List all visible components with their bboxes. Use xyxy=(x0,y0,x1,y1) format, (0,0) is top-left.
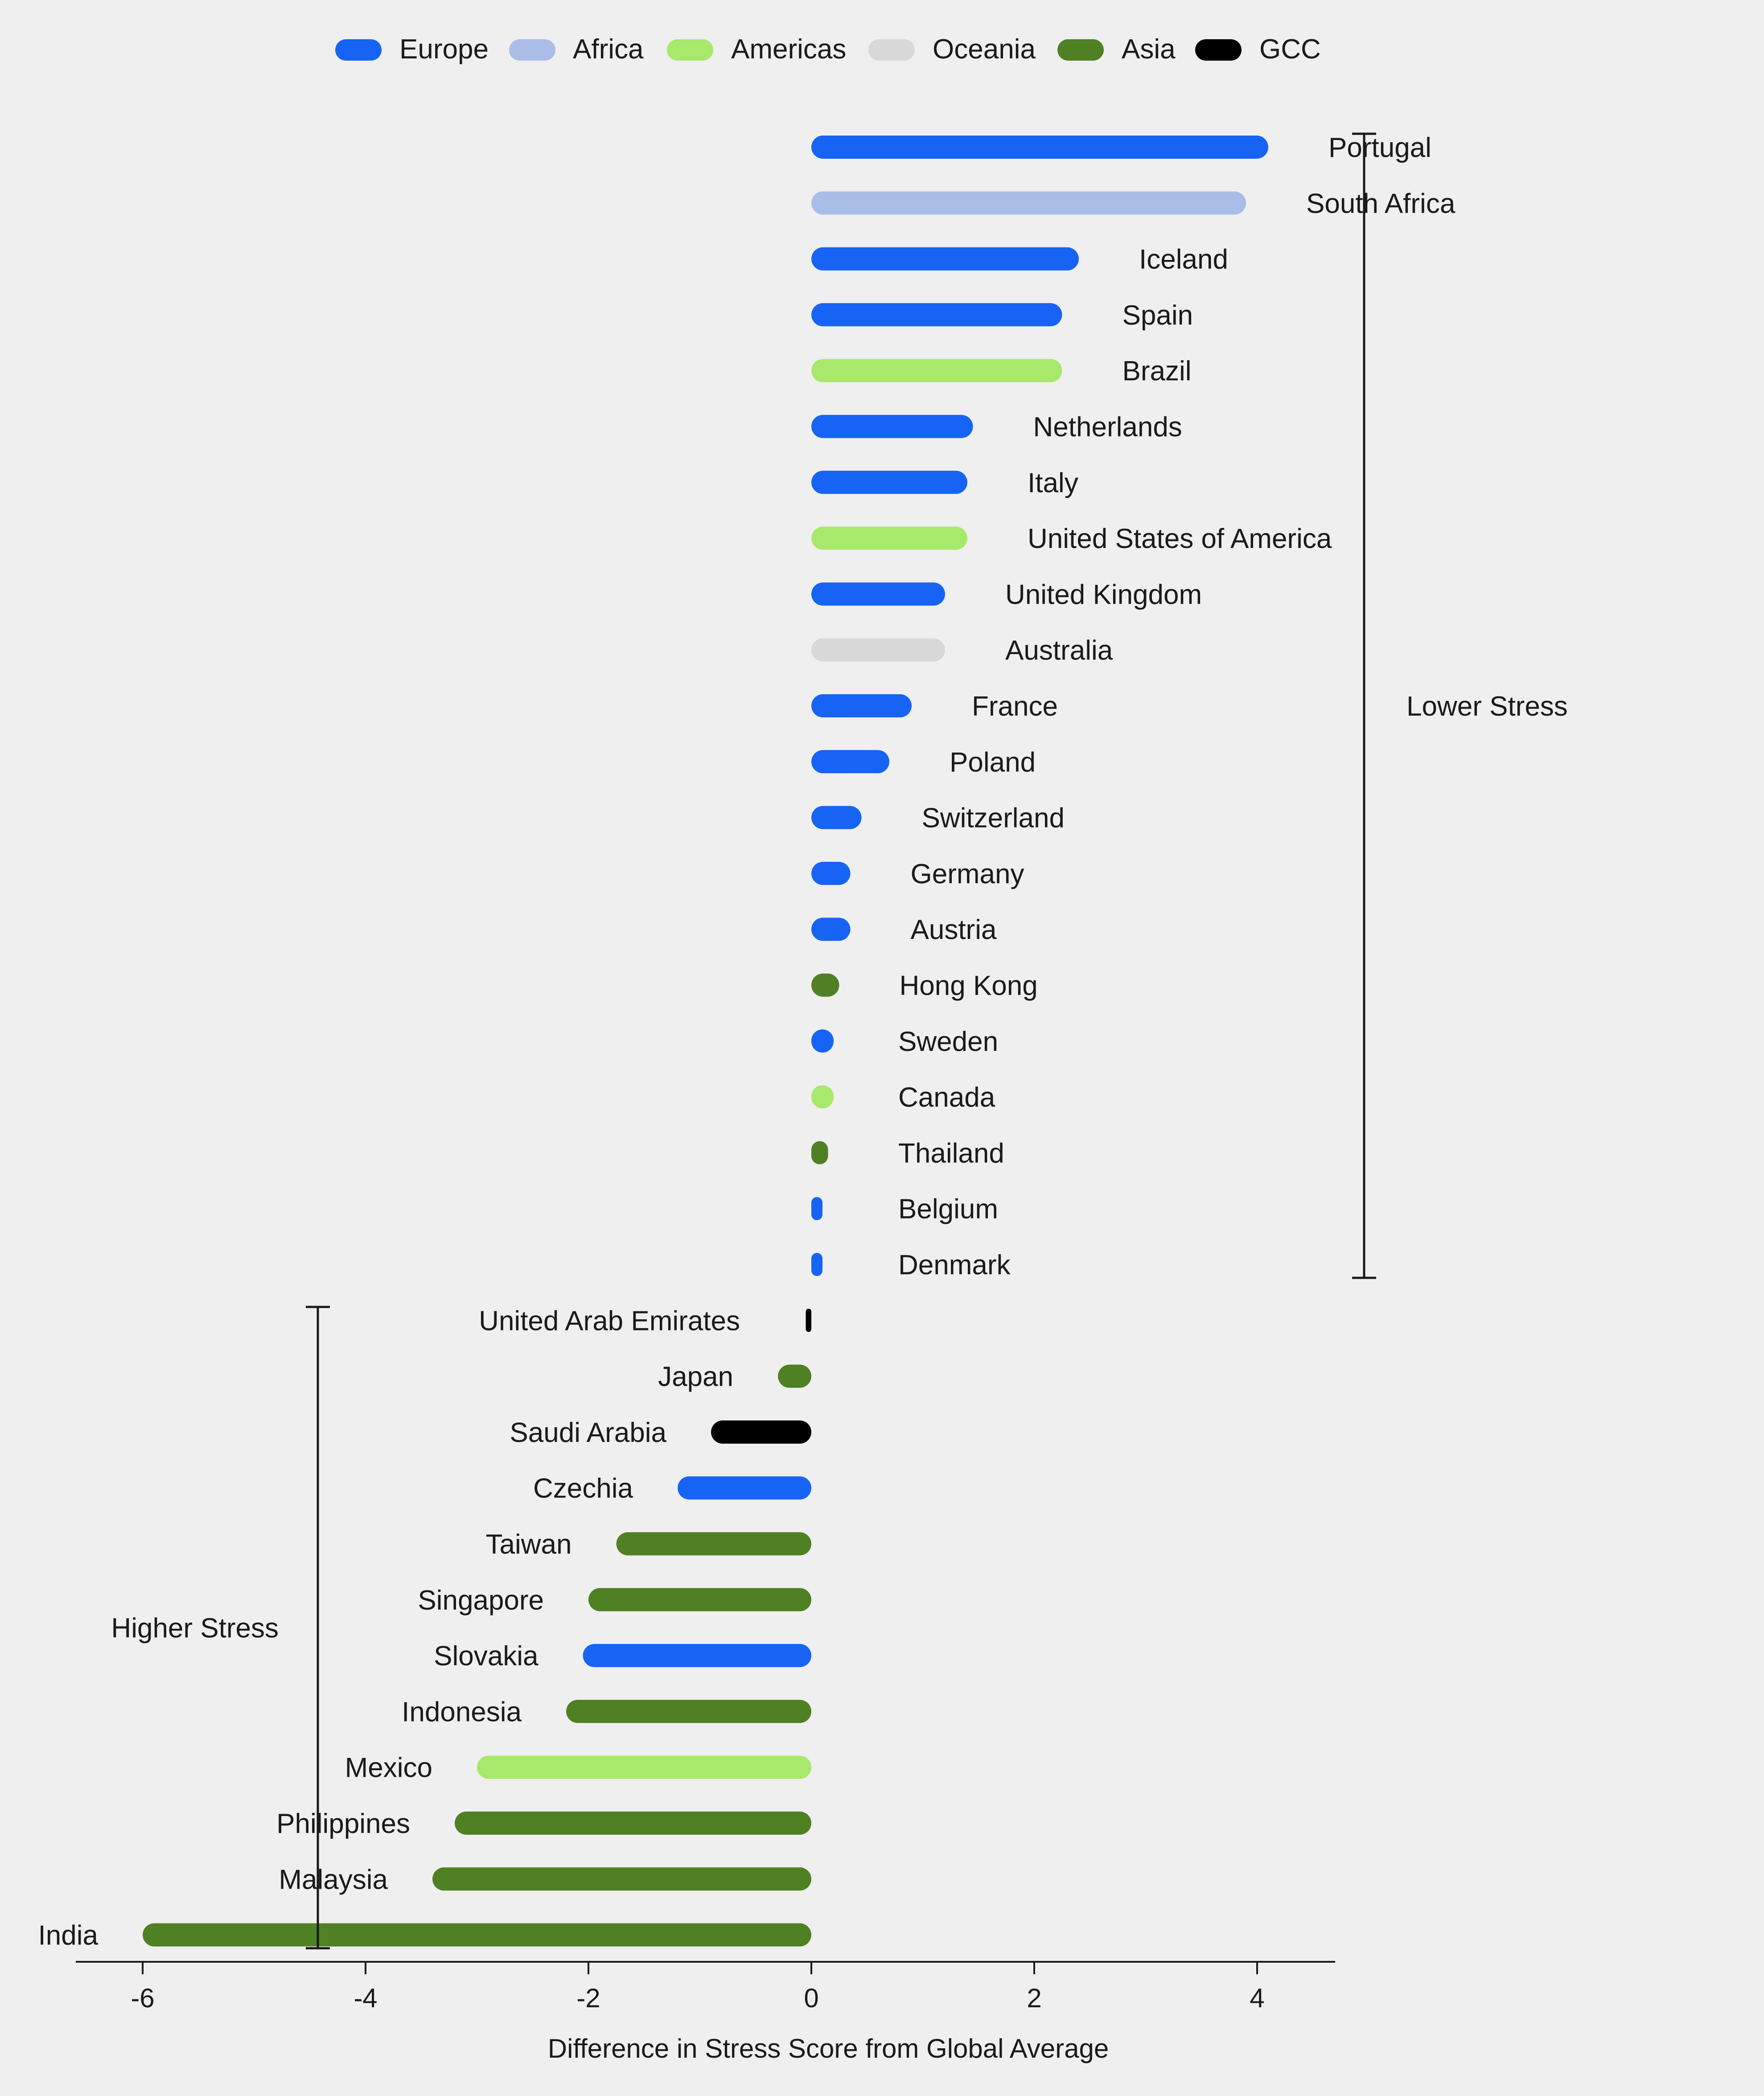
category-label-portugal: Portugal xyxy=(1328,132,1431,163)
bar-germany xyxy=(811,861,851,885)
category-label-singapore: Singapore xyxy=(418,1585,544,1616)
bar-japan xyxy=(778,1364,811,1388)
bar-thailand xyxy=(811,1141,828,1165)
x-axis-title: Difference in Stress Score from Global A… xyxy=(548,2034,1109,2063)
bracket-higher-stress xyxy=(306,1305,330,1950)
bracket-label-higher-stress: Higher Stress xyxy=(111,1613,279,1643)
category-label-thailand: Thailand xyxy=(898,1138,1004,1169)
category-label-hong-kong: Hong Kong xyxy=(900,971,1038,1001)
bar-south-africa xyxy=(811,191,1246,215)
bar-saudi-arabia xyxy=(711,1420,811,1444)
category-label-netherlands: Netherlands xyxy=(1033,412,1182,443)
bar-portugal xyxy=(811,136,1268,159)
legend-swatch-europe xyxy=(335,39,382,61)
category-label-denmark: Denmark xyxy=(898,1250,1011,1281)
bar-spain xyxy=(811,303,1062,326)
legend-label-oceania: Oceania xyxy=(933,34,1036,65)
legend-label-africa: Africa xyxy=(573,34,644,65)
legend-swatch-gcc xyxy=(1195,39,1242,61)
legend: Europe Africa Americas Oceania Asia GCC xyxy=(335,34,1321,65)
bracket-label-lower-stress: Lower Stress xyxy=(1406,691,1568,722)
category-label-indonesia: Indonesia xyxy=(402,1697,522,1727)
legend-swatch-americas xyxy=(667,39,713,61)
category-label-japan: Japan xyxy=(658,1362,733,1392)
category-label-germany: Germany xyxy=(911,859,1024,889)
category-label-united-states-of-america: United States of America xyxy=(1028,523,1332,554)
bar-poland xyxy=(811,750,889,774)
x-tick-label-3: 0 xyxy=(804,1983,818,2013)
category-label-france: France xyxy=(972,691,1058,722)
x-axis: -6 -4 -2 0 2 4 xyxy=(76,1961,1335,2013)
x-tick-label-2: -2 xyxy=(576,1983,600,2013)
bar-denmark xyxy=(811,1253,822,1276)
category-label-australia: Australia xyxy=(1005,635,1113,666)
bar-united-arab-emirates xyxy=(806,1309,811,1332)
category-label-czechia: Czechia xyxy=(533,1473,633,1504)
category-label-sweden: Sweden xyxy=(898,1026,998,1057)
category-label-saudi-arabia: Saudi Arabia xyxy=(510,1417,666,1448)
bars-group xyxy=(143,136,1268,1947)
category-labels: Portugal South Africa Iceland Spain Brazil Ne… xyxy=(38,132,1456,1951)
bar-czechia xyxy=(678,1476,811,1500)
bar-mexico xyxy=(477,1755,811,1779)
bar-sweden xyxy=(811,1029,834,1053)
category-label-philippines: Philippines xyxy=(276,1808,410,1839)
category-label-united-arab-emirates: United Arab Emirates xyxy=(479,1305,740,1336)
bar-iceland xyxy=(811,247,1079,271)
legend-swatch-oceania xyxy=(868,39,915,61)
legend-swatch-africa xyxy=(509,39,555,61)
bracket-lower-stress xyxy=(1352,132,1376,1279)
bar-brazil xyxy=(811,359,1062,383)
category-label-india: India xyxy=(38,1920,99,1951)
category-label-poland: Poland xyxy=(950,747,1036,778)
x-tick-label-5: 4 xyxy=(1250,1983,1264,2013)
category-label-austria: Austria xyxy=(911,914,997,945)
bar-malaysia xyxy=(432,1867,811,1891)
category-label-united-kingdom: United Kingdom xyxy=(1005,579,1202,610)
legend-label-americas: Americas xyxy=(731,34,846,65)
category-label-mexico: Mexico xyxy=(345,1753,432,1783)
bar-united-states-of-america xyxy=(811,527,967,550)
category-label-iceland: Iceland xyxy=(1139,244,1228,275)
bar-austria xyxy=(811,918,851,941)
legend-swatch-asia xyxy=(1057,39,1104,61)
bar-india xyxy=(143,1923,811,1947)
category-label-belgium: Belgium xyxy=(898,1194,998,1225)
bar-italy xyxy=(811,470,967,494)
bar-netherlands xyxy=(811,415,973,438)
bar-philippines xyxy=(455,1812,811,1835)
brackets-group: Lower Stress Higher Stress xyxy=(111,132,1568,1950)
bar-switzerland xyxy=(811,806,862,829)
x-tick-label-1: -4 xyxy=(354,1983,377,2013)
bar-singapore xyxy=(588,1588,811,1611)
bar-hong-kong xyxy=(811,973,839,997)
category-label-south-africa: South Africa xyxy=(1306,188,1456,219)
x-tick-label-4: 2 xyxy=(1027,1983,1041,2013)
bar-france xyxy=(811,694,912,717)
bar-indonesia xyxy=(566,1700,811,1723)
legend-label-europe: Europe xyxy=(399,34,489,65)
bar-united-kingdom xyxy=(811,582,945,606)
bar-canada xyxy=(811,1085,834,1109)
category-label-brazil: Brazil xyxy=(1123,356,1192,387)
bar-taiwan xyxy=(616,1532,811,1556)
category-label-switzerland: Switzerland xyxy=(922,803,1065,834)
x-tick-label-0: -6 xyxy=(131,1983,154,2013)
bar-belgium xyxy=(811,1197,822,1220)
category-label-canada: Canada xyxy=(898,1082,995,1113)
legend-label-asia: Asia xyxy=(1122,34,1176,65)
legend-label-gcc: GCC xyxy=(1259,34,1321,65)
bar-slovakia xyxy=(583,1644,811,1668)
category-label-italy: Italy xyxy=(1028,468,1078,498)
category-label-taiwan: Taiwan xyxy=(486,1529,572,1560)
category-label-spain: Spain xyxy=(1123,300,1193,331)
category-label-slovakia: Slovakia xyxy=(434,1641,539,1672)
category-label-malaysia: Malaysia xyxy=(279,1864,388,1895)
bar-australia xyxy=(811,638,945,662)
